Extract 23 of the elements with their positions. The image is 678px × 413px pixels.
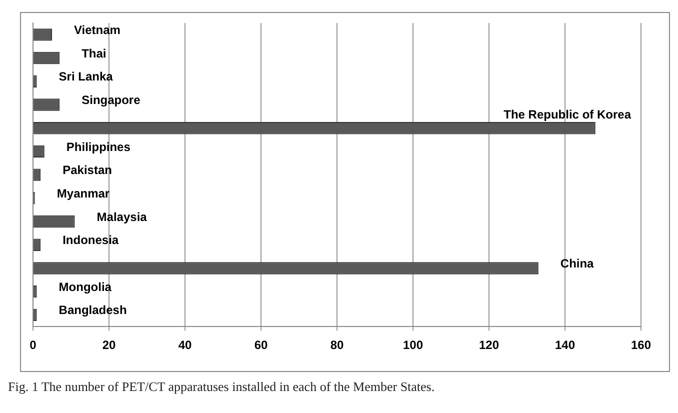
y-tick-label: Philippines [66,140,131,154]
x-tick-label: 40 [178,338,192,352]
y-tick-label: Thai [82,46,106,60]
x-tick-label: 20 [102,338,116,352]
y-tick-label: Sri Lanka [58,70,114,84]
y-tick-label: Mongolia [58,280,112,294]
y-tick-label: Vietnam [74,22,120,37]
y-tick-label: The Republic of Korea [504,107,632,122]
y-tick-label: Indonesia [62,233,119,248]
x-tick-label: 80 [330,338,344,352]
x-tick-label: 0 [30,338,37,352]
y-tick-label: Pakistan [62,163,112,178]
x-tick-label: 60 [254,338,268,352]
y-tick-label: Myanmar [56,186,110,200]
x-tick-label: 100 [402,338,424,352]
x-tick-label: 120 [478,338,500,352]
y-tick-label: Bangladesh [58,303,127,318]
x-tick-label: 160 [630,338,652,352]
y-tick-label: Malaysia [96,210,148,224]
x-tick-label: 140 [554,338,576,352]
y-tick-label: Singapore [82,93,141,108]
y-tick-label: China [560,256,594,271]
caption: Fig. 1 The number of PET/CT apparatuses installed in each of the Member States. [8,379,435,395]
